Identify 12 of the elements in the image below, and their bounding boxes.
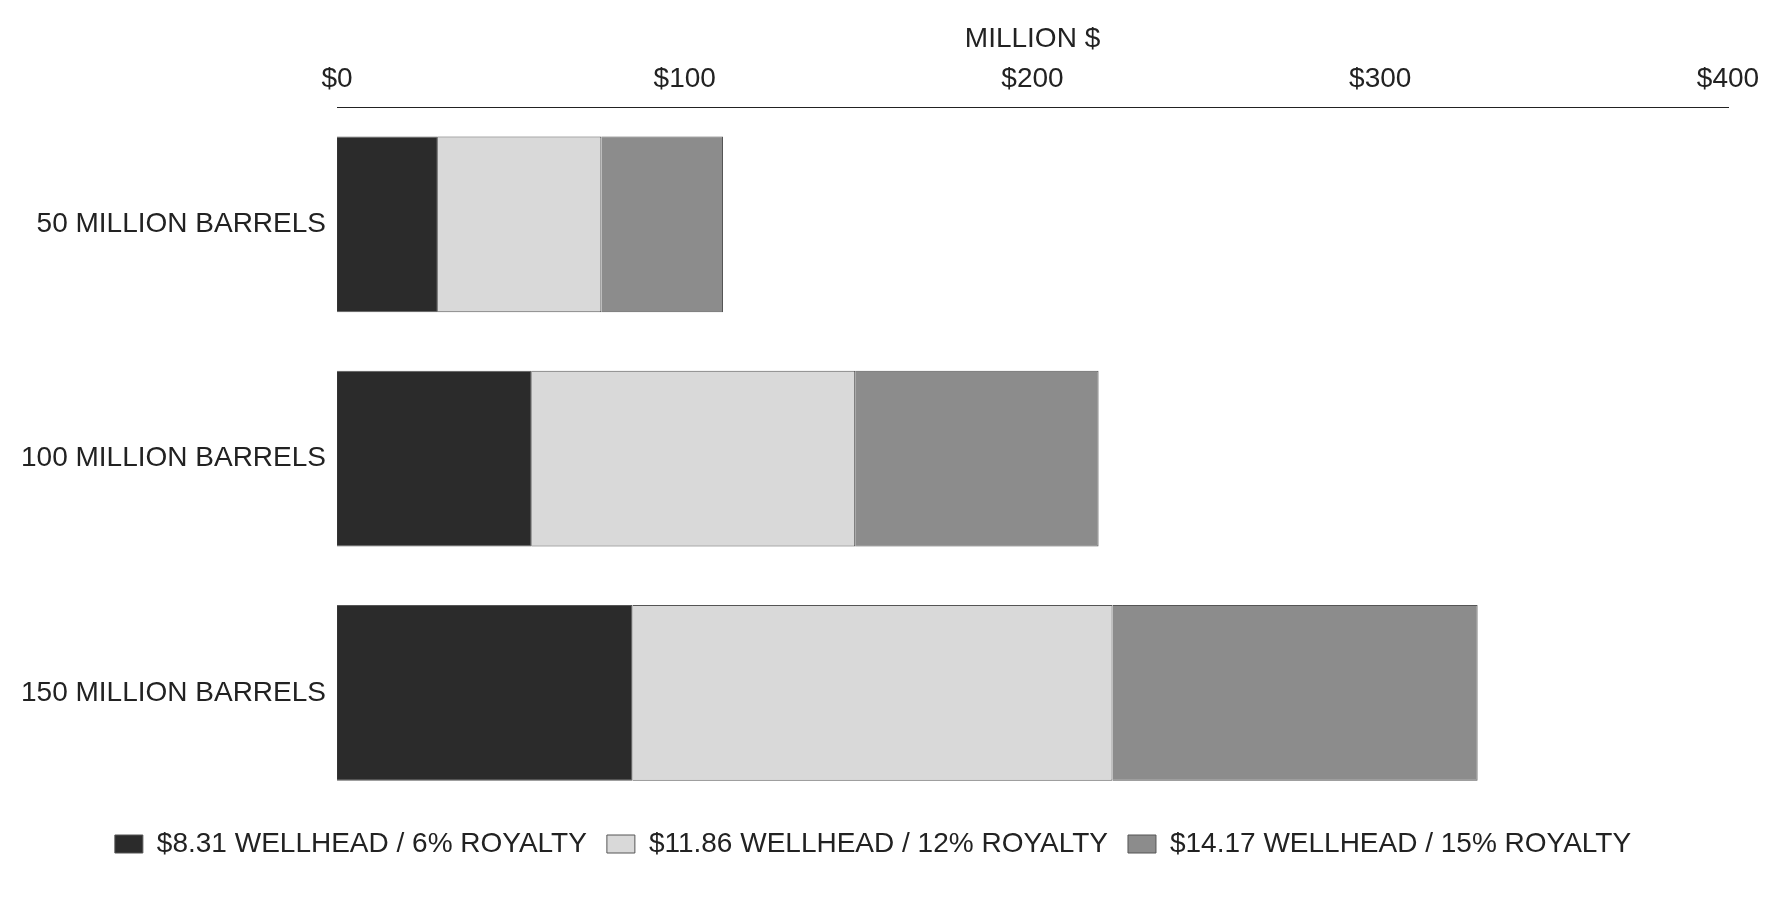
legend-label: $8.31 WELLHEAD / 6% ROYALTY <box>156 826 588 858</box>
x-tick-label: $0 <box>321 62 353 94</box>
y-tick-label: 50 MILLION BARRELS <box>36 207 327 239</box>
y-tick-label: 100 MILLION BARRELS <box>20 441 327 473</box>
y-tick-label: 150 MILLION BARRELS <box>20 675 327 707</box>
x-tick-label: $400 <box>1696 62 1760 94</box>
x-tick-label: $100 <box>653 62 716 94</box>
legend-label: $14.17 WELLHEAD / 15% ROYALTY <box>1169 826 1632 858</box>
x-tick-label: $300 <box>1349 62 1412 94</box>
legend-label: $11.86 WELLHEAD / 12% ROYALTY <box>648 826 1109 858</box>
x-tick-label: $200 <box>1001 62 1064 94</box>
x-axis-title: MILLION $ <box>964 21 1101 53</box>
